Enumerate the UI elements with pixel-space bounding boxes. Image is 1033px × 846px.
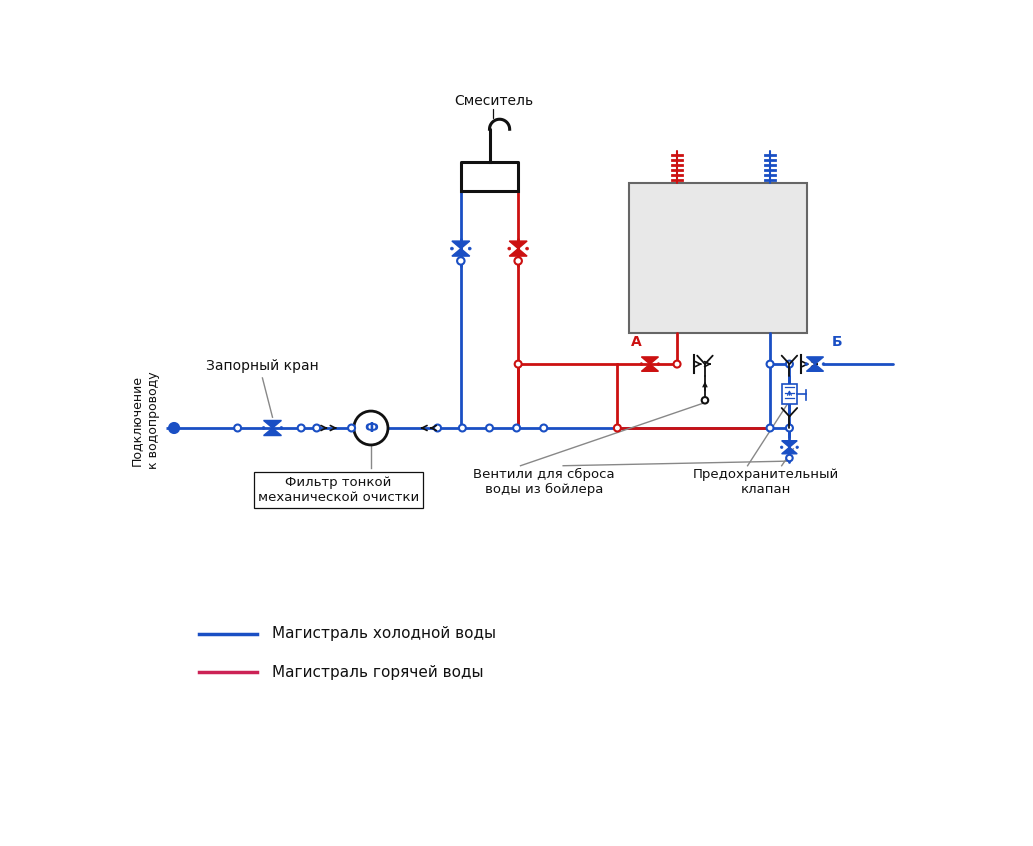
Circle shape: [614, 425, 621, 431]
Polygon shape: [641, 364, 658, 371]
Circle shape: [514, 257, 522, 265]
Text: Запорный кран: Запорный кран: [206, 359, 319, 372]
Polygon shape: [782, 441, 797, 448]
Circle shape: [508, 247, 510, 250]
Circle shape: [514, 360, 522, 367]
Circle shape: [796, 446, 799, 448]
Circle shape: [766, 360, 774, 367]
Circle shape: [458, 257, 465, 265]
Circle shape: [486, 425, 493, 431]
Circle shape: [674, 360, 681, 367]
Polygon shape: [451, 249, 470, 256]
Circle shape: [781, 446, 783, 448]
Circle shape: [468, 247, 471, 250]
Circle shape: [766, 425, 774, 431]
Text: Ф: Ф: [364, 421, 378, 435]
Circle shape: [786, 455, 792, 461]
Circle shape: [701, 397, 709, 404]
Circle shape: [540, 425, 547, 431]
Text: Подключение
к водопроводу: Подключение к водопроводу: [129, 371, 160, 470]
Circle shape: [313, 425, 320, 431]
Polygon shape: [509, 241, 527, 249]
Text: Магистраль горячей воды: Магистраль горячей воды: [273, 665, 484, 679]
Circle shape: [513, 425, 520, 431]
Circle shape: [657, 363, 660, 365]
Circle shape: [786, 360, 793, 367]
Circle shape: [348, 425, 355, 431]
Circle shape: [280, 426, 283, 430]
Polygon shape: [641, 357, 658, 364]
Circle shape: [169, 423, 179, 433]
Polygon shape: [807, 364, 823, 371]
Polygon shape: [807, 357, 823, 364]
Polygon shape: [263, 428, 281, 436]
Polygon shape: [263, 420, 281, 428]
Polygon shape: [451, 241, 470, 249]
Circle shape: [805, 363, 808, 365]
Text: Б: Б: [832, 335, 842, 349]
Bar: [782, 384, 796, 404]
Circle shape: [450, 247, 453, 250]
Text: Предохранительный
клапан: Предохранительный клапан: [693, 468, 839, 496]
Text: Смеситель: Смеситель: [453, 94, 533, 107]
Text: Фильтр тонкой
механической очистки: Фильтр тонкой механической очистки: [258, 475, 419, 503]
Polygon shape: [509, 249, 527, 256]
Circle shape: [262, 426, 265, 430]
Circle shape: [640, 363, 643, 365]
Text: Магистраль холодной воды: Магистраль холодной воды: [273, 626, 497, 641]
Circle shape: [822, 363, 825, 365]
Polygon shape: [782, 448, 797, 453]
Circle shape: [234, 425, 241, 431]
Circle shape: [298, 425, 305, 431]
Text: Вентили для сброса
воды из бойлера: Вентили для сброса воды из бойлера: [473, 468, 615, 497]
Circle shape: [459, 425, 466, 431]
Circle shape: [526, 247, 529, 250]
Circle shape: [354, 411, 388, 445]
Circle shape: [786, 425, 793, 431]
Bar: [629, 183, 807, 333]
Circle shape: [434, 425, 441, 431]
Text: А: А: [630, 335, 641, 349]
